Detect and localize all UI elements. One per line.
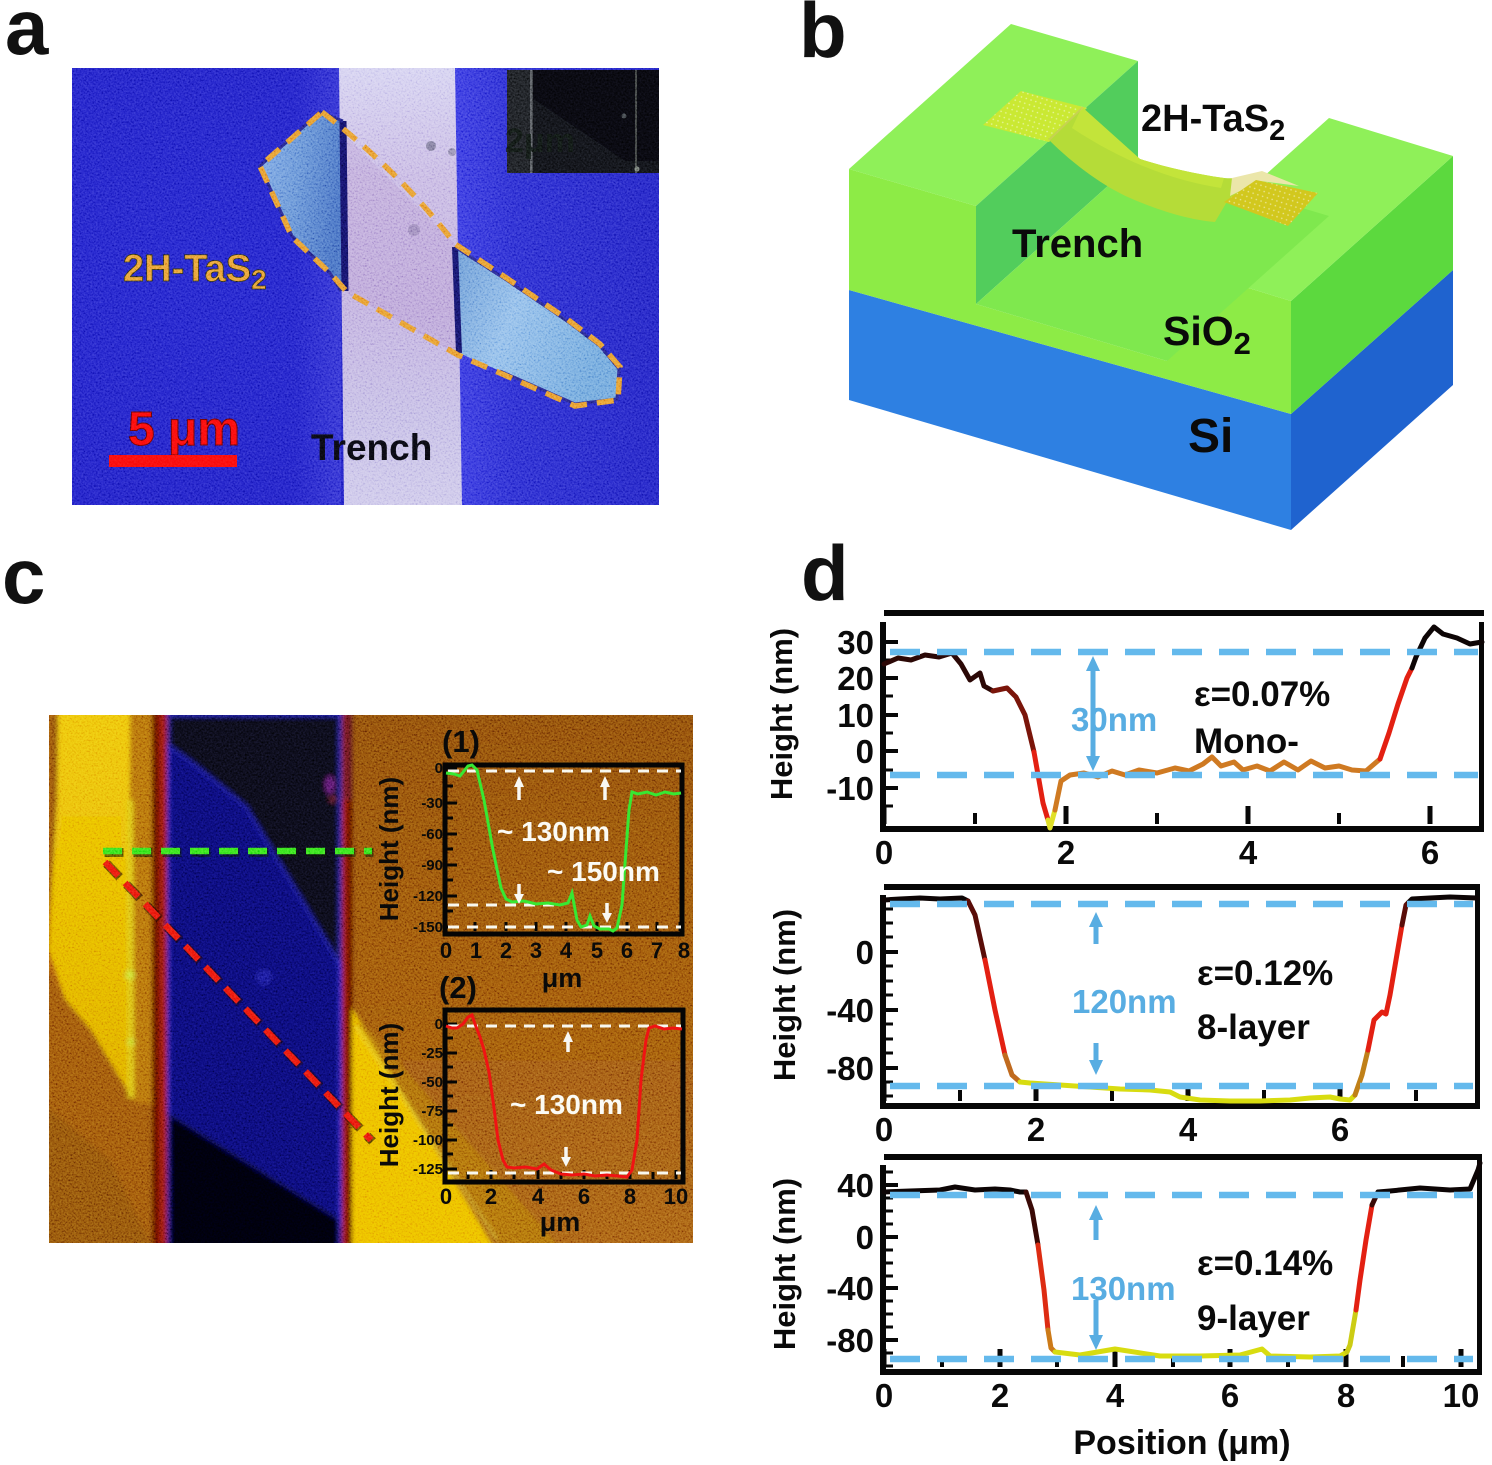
svg-text:5: 5 — [591, 938, 603, 963]
svg-text:0: 0 — [435, 1016, 443, 1033]
svg-text:μm: μm — [542, 963, 583, 993]
svg-text:-60: -60 — [421, 826, 443, 843]
svg-text:130nm: 130nm — [1071, 1270, 1176, 1307]
svg-text:~ 130nm: ~ 130nm — [510, 1089, 623, 1120]
svg-text:6: 6 — [1331, 1111, 1349, 1148]
svg-text:-30: -30 — [421, 795, 443, 812]
svg-text:4: 4 — [1239, 834, 1258, 871]
svg-text:0: 0 — [856, 733, 874, 770]
svg-text:ε=0.14%: ε=0.14% — [1197, 1244, 1333, 1283]
svg-text:-90: -90 — [421, 857, 443, 874]
svg-text:1: 1 — [470, 938, 482, 963]
svg-text:10: 10 — [837, 697, 874, 734]
svg-text:0: 0 — [856, 1219, 874, 1256]
svg-text:Trench: Trench — [1012, 222, 1143, 266]
svg-text:0: 0 — [440, 1184, 452, 1209]
svg-text:4: 4 — [1106, 1377, 1125, 1414]
svg-text:Si: Si — [1188, 410, 1233, 463]
svg-text:a: a — [5, 0, 49, 71]
svg-text:10: 10 — [664, 1184, 688, 1209]
svg-text:-80: -80 — [826, 1050, 874, 1087]
svg-text:4: 4 — [1179, 1111, 1198, 1148]
svg-text:(1): (1) — [442, 724, 480, 759]
svg-text:c: c — [2, 532, 45, 620]
svg-text:-125: -125 — [413, 1161, 443, 1178]
svg-text:ε=0.07%: ε=0.07% — [1194, 675, 1330, 714]
svg-text:-50: -50 — [421, 1074, 443, 1091]
svg-text:7: 7 — [651, 938, 663, 963]
svg-text:0: 0 — [440, 938, 452, 963]
svg-text:0: 0 — [875, 1111, 893, 1148]
svg-text:6: 6 — [621, 938, 633, 963]
svg-text:6: 6 — [578, 1184, 590, 1209]
svg-text:Height (nm): Height (nm) — [374, 1023, 404, 1167]
svg-text:Height (nm): Height (nm) — [767, 1178, 802, 1350]
svg-text:d: d — [801, 529, 849, 617]
svg-text:-100: -100 — [413, 1132, 443, 1149]
svg-text:20: 20 — [837, 660, 874, 697]
svg-text:ε=0.12%: ε=0.12% — [1197, 954, 1333, 993]
svg-text:0: 0 — [856, 934, 874, 971]
svg-text:0: 0 — [435, 760, 443, 777]
svg-text:-120: -120 — [413, 888, 443, 905]
svg-text:8: 8 — [624, 1184, 636, 1209]
svg-text:2: 2 — [485, 1184, 497, 1209]
svg-text:Mono-: Mono- — [1194, 722, 1299, 761]
svg-text:4: 4 — [560, 938, 573, 963]
svg-text:-40: -40 — [826, 992, 874, 1029]
svg-text:-150: -150 — [413, 919, 443, 936]
svg-text:Height (nm): Height (nm) — [764, 628, 799, 800]
svg-text:-80: -80 — [826, 1322, 874, 1359]
svg-text:-10: -10 — [826, 770, 874, 807]
svg-text:30: 30 — [837, 624, 874, 661]
svg-text:10: 10 — [1443, 1377, 1480, 1414]
svg-text:μm: μm — [540, 1207, 581, 1237]
svg-text:2: 2 — [1057, 834, 1075, 871]
svg-text:2: 2 — [1027, 1111, 1045, 1148]
svg-text:8: 8 — [1337, 1377, 1355, 1414]
svg-text:~ 150nm: ~ 150nm — [547, 856, 660, 887]
svg-text:40: 40 — [837, 1167, 874, 1204]
svg-text:(2): (2) — [439, 970, 477, 1005]
svg-text:120nm: 120nm — [1072, 983, 1177, 1020]
svg-text:Height (nm): Height (nm) — [767, 909, 802, 1081]
svg-text:2H-TaS2: 2H-TaS2 — [1141, 98, 1285, 147]
svg-text:8-layer: 8-layer — [1197, 1008, 1310, 1047]
svg-text:30nm: 30nm — [1071, 701, 1157, 738]
svg-text:0: 0 — [875, 834, 893, 871]
svg-text:9-layer: 9-layer — [1197, 1299, 1310, 1338]
svg-text:2: 2 — [500, 938, 512, 963]
svg-text:-40: -40 — [826, 1270, 874, 1307]
svg-text:~ 130nm: ~ 130nm — [497, 816, 610, 847]
svg-text:-75: -75 — [421, 1103, 443, 1120]
svg-text:3: 3 — [530, 938, 542, 963]
svg-text:b: b — [799, 0, 847, 74]
svg-text:Height (nm): Height (nm) — [374, 777, 404, 921]
svg-text:0: 0 — [875, 1377, 893, 1414]
svg-text:-25: -25 — [421, 1045, 443, 1062]
svg-text:2: 2 — [991, 1377, 1009, 1414]
svg-text:6: 6 — [1221, 1377, 1239, 1414]
svg-text:6: 6 — [1421, 834, 1439, 871]
svg-text:8: 8 — [678, 938, 690, 963]
svg-text:Position (μm): Position (μm) — [1073, 1424, 1290, 1462]
svg-text:4: 4 — [532, 1184, 545, 1209]
